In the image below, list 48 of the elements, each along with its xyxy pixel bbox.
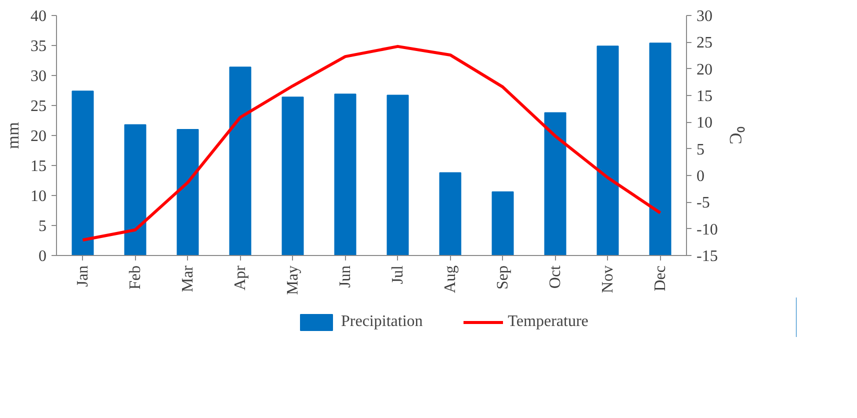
- bar: [72, 90, 94, 256]
- x-tick-label: Jun: [336, 265, 354, 288]
- bar: [544, 112, 566, 256]
- y2-tick-label: -15: [696, 248, 718, 265]
- bar: [492, 191, 514, 256]
- bar: [649, 42, 672, 256]
- y-tick-label: 25: [30, 98, 46, 115]
- x-tick-label: Apr: [232, 264, 249, 290]
- legend-label: Temperature: [508, 313, 588, 331]
- y2-tick-label: 20: [696, 61, 712, 78]
- x-tick-label: Sep: [494, 266, 512, 290]
- x-tick-label: Jan: [74, 266, 92, 287]
- bar: [596, 46, 619, 256]
- y2-tick-label: 30: [696, 8, 712, 25]
- bar: [334, 94, 356, 256]
- y-tick-label: 30: [30, 68, 46, 85]
- y-tick-label: 20: [30, 128, 46, 145]
- bar: [386, 94, 409, 256]
- x-tick-label: Aug: [442, 265, 459, 294]
- bar: [439, 172, 462, 256]
- y-tick-label: 15: [30, 158, 46, 175]
- y-axis-title: mm: [4, 122, 22, 149]
- x-tick-label: Mar: [179, 264, 196, 292]
- x-tick-label: May: [284, 266, 302, 295]
- y2-tick-label: -10: [696, 221, 718, 238]
- y-tick-label: 5: [38, 218, 46, 235]
- legend-label: Precipitation: [341, 313, 423, 331]
- y2-tick-label: 0: [696, 168, 704, 185]
- x-tick-label: Dec: [652, 265, 669, 292]
- y2-tick-label: 25: [696, 34, 712, 52]
- y-tick-label: 10: [30, 188, 46, 205]
- bar: [229, 66, 252, 256]
- x-tick-label: Feb: [126, 266, 144, 290]
- y-tick-label: 0: [38, 248, 46, 265]
- line-series: [81, 44, 662, 242]
- y-tick-label: 40: [30, 8, 46, 25]
- bar: [176, 129, 199, 256]
- x-tick-label: Jul: [389, 264, 406, 284]
- y2-axis-title: ⁰C: [726, 126, 745, 144]
- y2-tick-label: -5: [696, 194, 710, 212]
- bar: [282, 96, 304, 256]
- x-tick-label: Nov: [599, 265, 616, 294]
- y2-tick-label: 5: [696, 141, 704, 158]
- bar: [124, 124, 146, 256]
- x-tick-label: Oct: [546, 264, 564, 289]
- y-tick-label: 35: [30, 38, 46, 55]
- y2-tick-label: 15: [696, 88, 712, 105]
- y2-tick-label: 10: [696, 114, 712, 132]
